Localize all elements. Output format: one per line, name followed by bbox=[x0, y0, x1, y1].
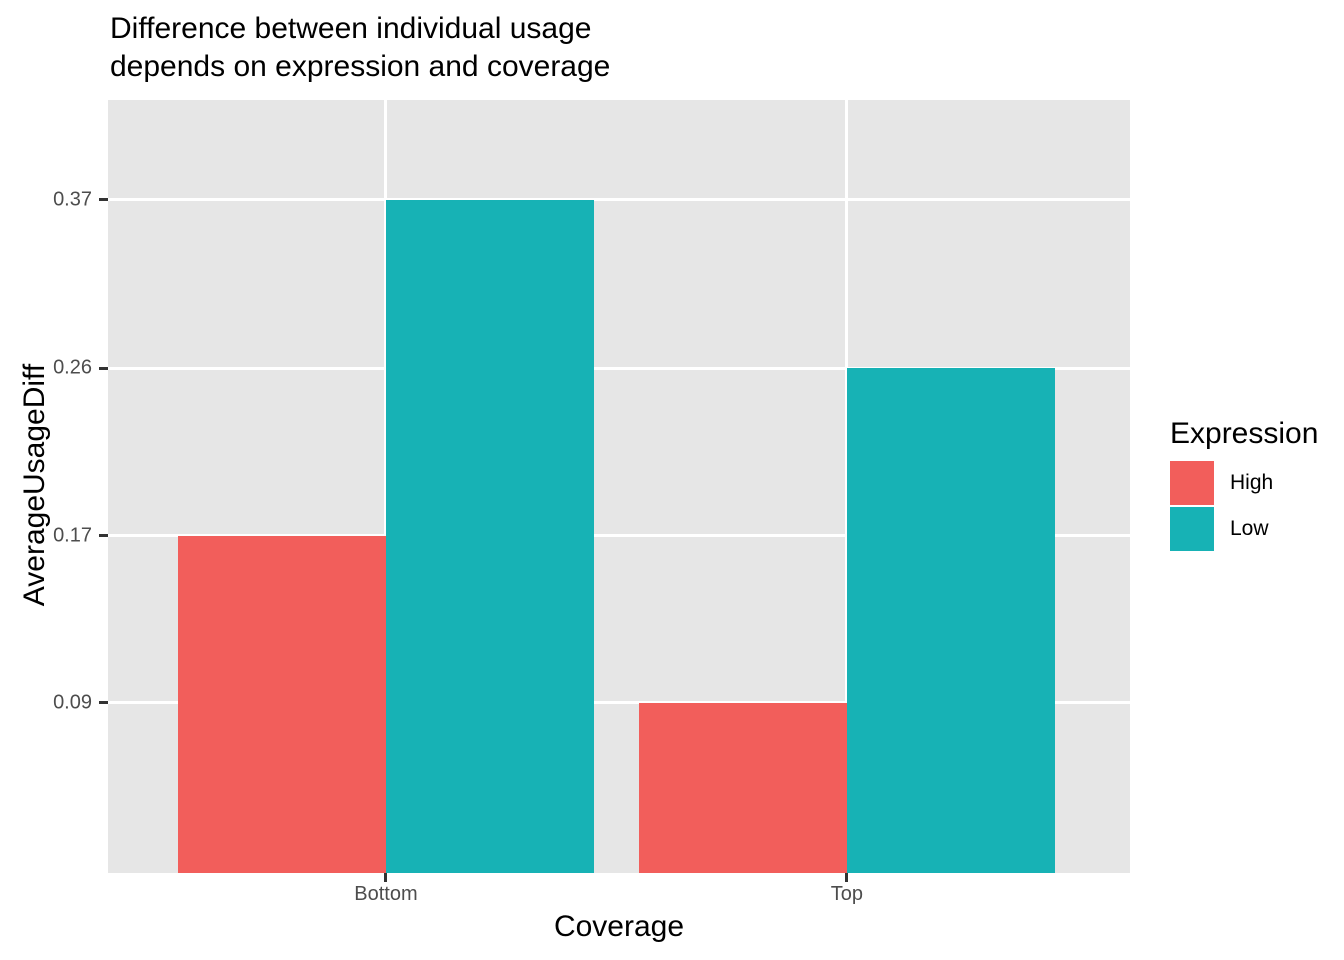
x-axis-tick bbox=[384, 873, 388, 882]
x-axis-tick bbox=[845, 873, 849, 882]
y-axis-tick-label: 0.26 bbox=[53, 356, 92, 379]
plot-panel: 0.09 0.17 0.26 0.37 Bottom Top bbox=[53, 100, 1130, 905]
legend-item-low: Low bbox=[1170, 507, 1318, 551]
plot-title-line2: depends on expression and coverage bbox=[110, 50, 611, 83]
plot-title: Difference between individual usage depe… bbox=[110, 10, 610, 86]
plot-title-line1: Difference between individual usage bbox=[110, 12, 592, 45]
x-axis-tick-label: Bottom bbox=[354, 883, 418, 905]
bar-bottom-high bbox=[178, 535, 386, 873]
legend-title: Expression bbox=[1170, 417, 1319, 450]
x-axis-tick-label: Top bbox=[830, 883, 864, 905]
gridline-horizontal bbox=[108, 534, 1130, 538]
y-axis-tick-label: 0.09 bbox=[53, 691, 92, 714]
gridline-horizontal bbox=[108, 366, 1130, 370]
legend-key-low-swatch bbox=[1170, 507, 1214, 551]
y-axis-tick-label: 0.17 bbox=[53, 524, 92, 547]
y-axis-tick bbox=[99, 198, 108, 202]
y-axis-tick bbox=[99, 701, 108, 705]
bar-top-high bbox=[638, 702, 847, 873]
bar-bottom-low bbox=[385, 199, 594, 873]
legend-label-high: High bbox=[1230, 471, 1274, 494]
legend-item-high: High bbox=[1170, 461, 1318, 505]
x-axis-title: Coverage bbox=[553, 910, 685, 943]
legend: Expression High Low bbox=[1170, 417, 1318, 553]
gridline-horizontal bbox=[108, 198, 1130, 202]
legend-label-low: Low bbox=[1230, 517, 1269, 540]
legend-key-high-swatch bbox=[1170, 461, 1214, 505]
gridline-horizontal bbox=[108, 701, 1130, 705]
bar-top-low bbox=[846, 368, 1055, 873]
y-axis-title: AverageUsageDiff bbox=[18, 363, 51, 607]
y-axis-tick bbox=[99, 534, 108, 538]
y-axis-tick-label: 0.37 bbox=[53, 188, 92, 211]
y-axis-tick bbox=[99, 366, 108, 370]
